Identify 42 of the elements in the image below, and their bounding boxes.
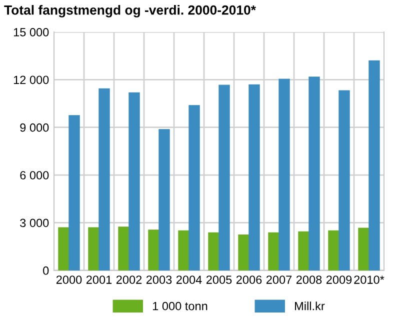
bar [148,230,160,270]
bar [338,90,350,270]
bar [368,60,380,270]
x-tick-label: 2000 [56,276,82,284]
bar [88,227,100,270]
bar [178,230,190,270]
bar [358,228,370,270]
y-tick-label: 3 000 [20,218,49,228]
bar [98,88,110,270]
bar [248,84,260,270]
x-tick-label: 2010* [354,276,384,284]
chart-title: Total fangstmengd og -verdi. 2000-2010* [4,5,256,18]
y-tick-label: 6 000 [20,171,49,180]
x-tick-label: 2006 [236,276,262,284]
x-tick-label: 2007 [266,276,292,284]
bar [328,230,340,270]
x-tick-label: 2003 [146,276,172,284]
bar [68,115,80,270]
x-tick-label: 2002 [116,276,142,284]
bar [308,76,320,270]
bar [238,234,250,270]
bar [58,227,70,270]
y-tick-label: 0 [43,266,49,275]
bar [298,231,310,270]
x-tick-label: 2001 [86,276,112,284]
y-tick-label: 9 000 [20,123,49,132]
legend-label: Mill.kr [295,302,325,310]
x-tick-label: 2009 [326,276,352,284]
x-tick-label: 2005 [206,276,232,284]
bar [158,129,170,270]
y-tick-label: 12 000 [14,76,49,84]
bar [278,78,290,270]
bar [268,232,280,270]
legend-label: 1 000 tonn [152,302,208,310]
bar [188,105,200,270]
x-tick-label: 2004 [176,276,202,284]
x-tick-label: 2008 [296,276,322,284]
bar [128,92,140,270]
bar [118,226,130,270]
bar [208,232,220,270]
y-tick-label: 15 000 [14,28,49,36]
bar [218,84,230,270]
